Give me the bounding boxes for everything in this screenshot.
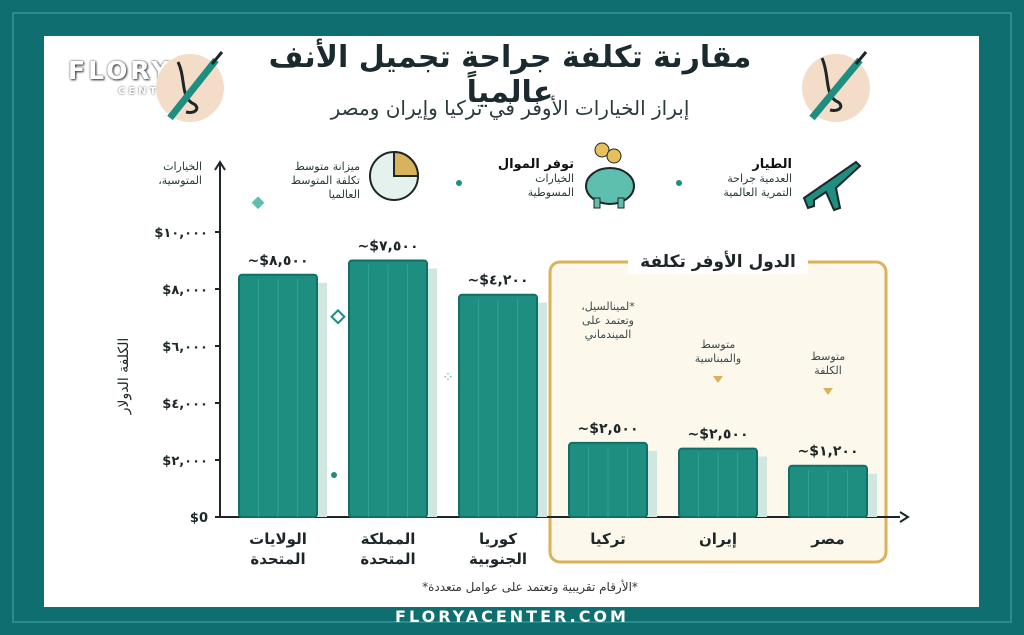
sparkle-decor: ⁘ [442, 370, 454, 386]
y-tick-label: $٦,٠٠٠ [162, 340, 208, 355]
brand-logo-sub: CENTER [118, 86, 180, 97]
info-left-text: الخيارات المتوسية، [158, 160, 202, 187]
annotation-arrow [713, 376, 723, 383]
dot-decor [331, 472, 337, 478]
y-tick-label: $٢,٠٠٠ [162, 454, 208, 469]
y-axis-label: الكلفة الدولار [116, 338, 132, 416]
piggy-bank-icon [585, 142, 635, 209]
y-tick-label: $٨,٠٠٠ [162, 283, 208, 298]
category-label: المتحدة [360, 550, 415, 568]
nose-scalpel-icon-right [802, 51, 870, 122]
info-pie-text: ميزانة متوسط تكلفة المتوسط العالميا [290, 160, 360, 201]
chart-axes: $0 $٢,٠٠٠ $٤,٠٠٠ $٦,٠٠٠ $٨,٠٠٠ $١٠,٠٠٠ الكلفة … [116, 160, 910, 526]
category-label: تركيا [590, 530, 625, 548]
y-tick-label: $0 [190, 511, 208, 526]
diamond-outline-decor [330, 308, 346, 325]
bar-annotation: الميندماني [585, 328, 632, 341]
category-label: كوريا [479, 530, 517, 548]
inner-frame-border [12, 12, 1012, 623]
dot-decor-2 [456, 180, 462, 186]
page-subtitle: إبراز الخيارات الأوفر في تركيا وإيران وم… [330, 96, 690, 120]
info-pie: ميزانة متوسط تكلفة المتوسط العالميا [270, 160, 360, 202]
diamond-decor [251, 196, 265, 210]
footnote: *الأرقام تقريبية وتعتمد على عوامل متعددة… [422, 580, 638, 594]
data-label: ~$٢,٥٠٠ [688, 427, 749, 443]
annotation-arrow [823, 388, 833, 395]
bar-annotation: الكلفة [814, 364, 842, 377]
info-piggy: توفر الموال الخيارات المسوطية [494, 158, 574, 200]
bar-annotation: وتعتمد على [582, 314, 634, 327]
info-airplane: الطيار العدمية جراحة التمرية العالمية [700, 158, 792, 200]
data-label: ~$١,٢٠٠ [798, 444, 859, 460]
category-label: مصر [810, 530, 844, 548]
chart-marks: ~$٨,٥٠٠ الولايات المتحدة ~$٧,٥٠٠ المملكة المت… [238, 196, 877, 568]
x-axis-arrow [899, 511, 910, 523]
pie-chart-icon [369, 150, 420, 201]
data-label: ~$٨,٥٠٠ [248, 253, 309, 269]
info-piggy-title: توفر الموال [497, 157, 574, 172]
bar-annotation: *لمينالسيل، [581, 300, 635, 313]
bar-annotation: متوسط [701, 338, 736, 351]
category-label: المملكة [361, 530, 416, 548]
data-label: ~$٤,٢٠٠ [468, 273, 529, 289]
y-tick-label: $١٠,٠٠٠ [154, 226, 208, 241]
info-airplane-text: العدمية جراحة التمرية العالمية [723, 172, 792, 199]
category-label: المتحدة [250, 550, 305, 568]
nose-scalpel-icon-left [156, 51, 224, 122]
page-title: مقارنة تكلفة جراحة تجميل الأنف عالمياً [268, 40, 752, 110]
info-airplane-title: الطيار [752, 157, 792, 172]
y-tick-label: $٤,٠٠٠ [162, 397, 208, 412]
category-label: الولايات [249, 530, 307, 548]
category-label: إيران [699, 530, 737, 548]
y-axis-arrow [214, 160, 226, 171]
footer-website[interactable]: FLORYACENTER.COM [395, 607, 629, 626]
affordable-box-title-bg [628, 248, 808, 274]
info-left: الخيارات المتوسية، [150, 160, 202, 188]
info-piggy-text: الخيارات المسوطية [527, 172, 574, 199]
category-label: الجنوبية [469, 550, 527, 568]
affordable-box-title: الدول الأوفر تكلفة [640, 251, 796, 272]
bar-annotation: متوسط [811, 350, 846, 363]
bar-annotation: والمبناسية [695, 352, 742, 365]
airplane-icon [802, 160, 862, 212]
data-label: ~$٧,٥٠٠ [358, 239, 419, 255]
data-label: ~$٢,٥٠٠ [578, 421, 639, 437]
dot-decor-1 [676, 180, 682, 186]
